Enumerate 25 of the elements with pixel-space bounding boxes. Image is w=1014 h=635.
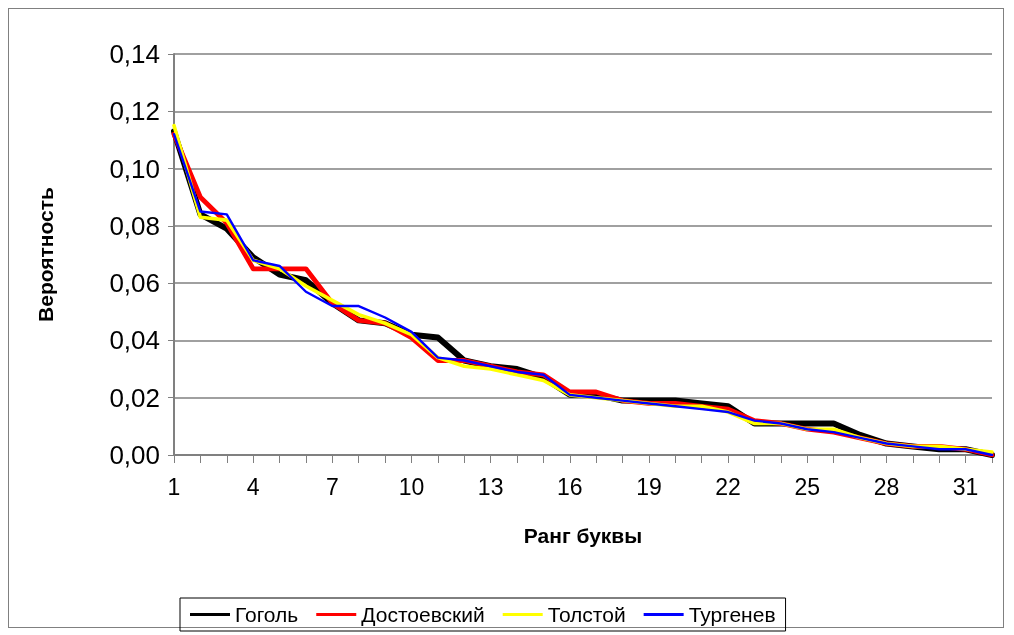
x-tick-label: 13 [477,473,504,500]
legend-label: Тургенев [688,603,776,626]
y-tick-label: 0,00 [109,440,160,470]
y-tick-label: 0,08 [109,210,160,241]
x-tick-label: 28 [873,473,900,500]
x-tick-label: 31 [952,473,979,500]
x-tick-label: 10 [398,473,425,500]
y-tick-label: 0,12 [109,96,160,127]
y-axis-title: Вероятность [34,186,57,322]
y-tick-label: 0,10 [109,153,160,184]
y-tick-label: 0,04 [109,325,160,356]
x-tick-label: 1 [167,473,181,500]
y-tick-label: 0,14 [109,39,160,69]
legend-label: Толстой [547,603,626,626]
x-tick-label: 25 [794,473,821,500]
y-tick-label: 0,06 [109,268,160,299]
x-tick-label: 22 [715,473,741,500]
x-tick-label: 16 [557,473,583,500]
legend-label: Достоевский [361,603,485,626]
x-tick-label: 7 [325,473,339,500]
legend-label: Гоголь [235,603,299,626]
x-tick-label: 19 [636,473,662,500]
y-tick-label: 0,02 [109,382,160,413]
x-tick-label: 4 [246,473,260,500]
x-axis-title: Ранг буквы [523,524,643,547]
